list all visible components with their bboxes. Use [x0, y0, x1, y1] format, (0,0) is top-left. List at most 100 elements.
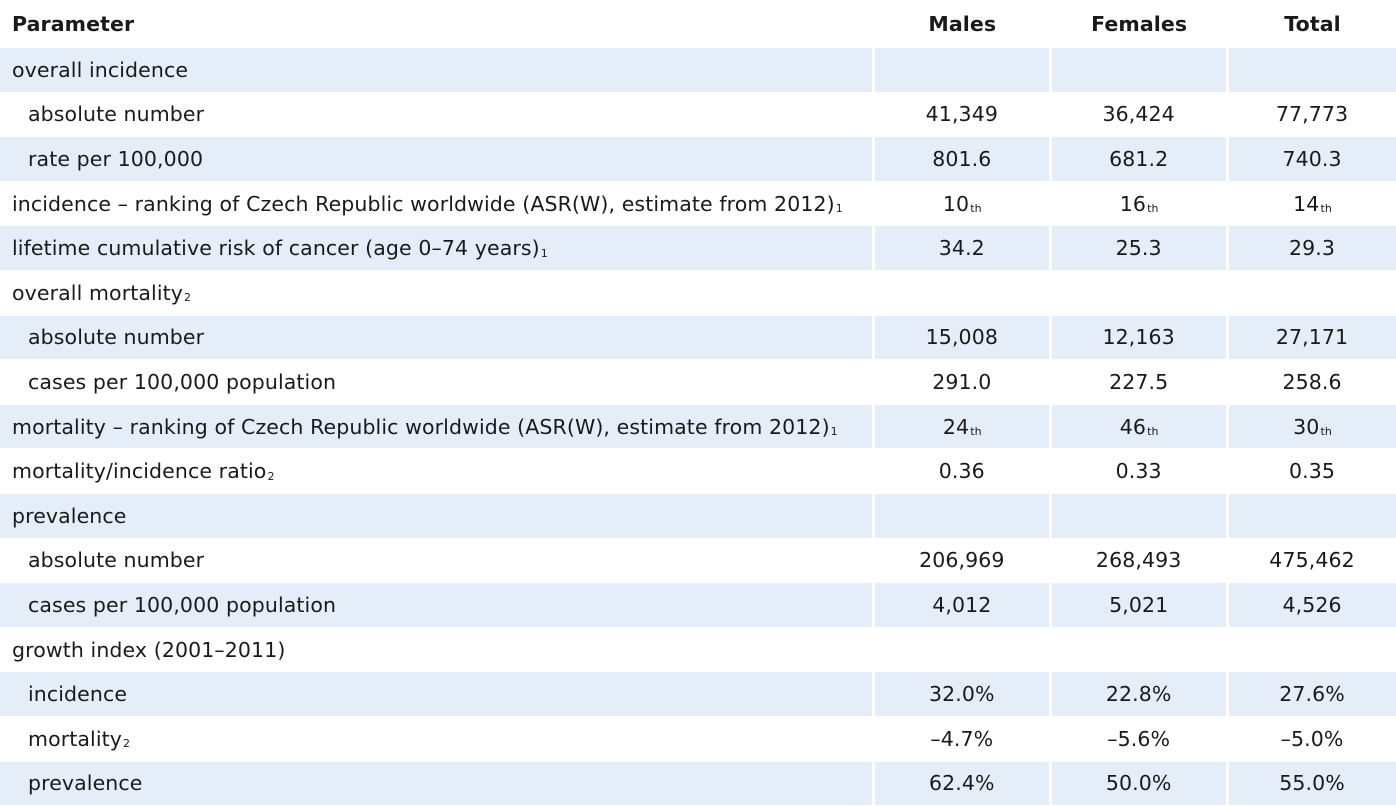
table-header: Parameter Males Females Total: [0, 0, 1396, 47]
cell-parameter: mortality/incidence ratio 2: [0, 449, 872, 493]
cell-parameter-text: absolute number: [28, 102, 205, 127]
cell-males-text: 10: [942, 191, 970, 216]
cell-parameter-text: growth index (2001–2011): [12, 637, 286, 662]
cell-total-sup: th: [1320, 202, 1332, 216]
cell-males-text: 24: [942, 414, 970, 439]
cell-females-text: –5.6%: [1107, 726, 1171, 751]
cell-parameter-text: absolute number: [28, 548, 205, 573]
cell-males: 801.6: [875, 137, 1050, 181]
cell-males-text: 206,969: [919, 548, 1005, 573]
cell-total: 740.3: [1229, 137, 1396, 181]
cell-total: [1229, 48, 1396, 92]
cell-parameter-text: prevalence: [28, 771, 143, 796]
cell-females: 25.3: [1052, 226, 1227, 270]
cell-males-text: –4.7%: [930, 726, 994, 751]
cell-parameter-text: absolute number: [28, 325, 205, 350]
cell-parameter-text: mortality/incidence ratio: [12, 459, 267, 484]
table-row: prevalence 62.4% 50.0% 55.0%: [0, 761, 1396, 806]
cell-parameter-text: cases per 100,000 population: [28, 369, 337, 394]
cell-males-text: 32.0%: [929, 682, 995, 707]
cell-total-text: 27.6%: [1279, 682, 1345, 707]
cell-females-text: 12,163: [1102, 325, 1175, 350]
table-row: overall incidence: [0, 48, 1396, 92]
table-row: rate per 100,000 801.6 681.2 740.3: [0, 137, 1396, 181]
cell-parameter: absolute number: [0, 315, 873, 360]
table-row: cases per 100,000 population 291.0 227.5 25…: [0, 360, 1396, 404]
cell-males: 32.0%: [875, 672, 1050, 716]
header-males: Males: [928, 11, 997, 36]
cell-parameter: mortality – ranking of Czech Republic wo…: [0, 404, 873, 449]
cell-parameter: absolute number: [0, 539, 872, 583]
cell-females: 36,424: [1052, 93, 1226, 137]
table-row: absolute number 206,969 268,493 475,462: [0, 539, 1396, 583]
table-row: absolute number 41,349 36,424 77,773: [0, 93, 1396, 137]
cell-parameter-text: overall incidence: [12, 57, 189, 82]
cell-parameter: mortality 2: [0, 717, 872, 761]
cell-males-text: 291.0: [932, 369, 992, 394]
table-row: incidence 32.0% 22.8% 27.6%: [0, 672, 1396, 716]
cell-parameter-text: cases per 100,000 population: [28, 592, 337, 617]
table-row: growth index (2001–2011): [0, 628, 1396, 672]
cell-parameter-text: incidence – ranking of Czech Republic wo…: [12, 191, 835, 216]
cell-females: 268,493: [1052, 539, 1226, 583]
cell-parameter-text: overall mortality: [12, 280, 183, 305]
cell-females-text: 681.2: [1109, 146, 1169, 171]
cell-males-text: 4,012: [932, 592, 992, 617]
cell-parameter-sup: 2: [123, 737, 131, 751]
cell-total: 27,171: [1229, 315, 1396, 360]
cell-total-text: 77,773: [1275, 102, 1349, 127]
cell-females-text: 227.5: [1109, 369, 1169, 394]
cell-parameter-text: incidence: [28, 682, 128, 707]
cell-parameter-sup: 2: [184, 291, 192, 305]
cell-males: 62.4%: [875, 761, 1050, 806]
cell-females-text: 0.33: [1115, 459, 1162, 484]
cell-total-text: 258.6: [1282, 369, 1342, 394]
header-total: Total: [1284, 11, 1341, 36]
header-females: Females: [1091, 11, 1188, 36]
cell-parameter: cases per 100,000 population: [0, 583, 873, 627]
cell-males: 15,008: [875, 315, 1050, 360]
cell-parameter-sup: 1: [830, 425, 838, 439]
cell-females-text: 36,424: [1102, 102, 1175, 127]
cell-parameter: rate per 100,000: [0, 137, 873, 181]
cell-males-sup: th: [970, 425, 982, 439]
table-body: overall incidence absolute number 41,349 36…: [0, 48, 1396, 806]
cell-parameter-text: lifetime cumulative risk of cancer (age …: [12, 236, 540, 261]
cell-females: [1052, 271, 1226, 315]
cell-females: 681.2: [1052, 137, 1227, 181]
cell-total-text: 740.3: [1282, 146, 1342, 171]
cell-females-text: 5,021: [1109, 592, 1169, 617]
cell-parameter-sup: 1: [835, 202, 843, 216]
cell-females-text: 46: [1119, 414, 1147, 439]
table-row: incidence – ranking of Czech Republic wo…: [0, 182, 1396, 226]
cell-parameter: absolute number: [0, 93, 872, 137]
cell-females: –5.6%: [1052, 717, 1226, 761]
cell-parameter: overall mortality 2: [0, 271, 872, 315]
cell-males-sup: th: [970, 202, 982, 216]
cell-parameter: incidence – ranking of Czech Republic wo…: [0, 182, 872, 226]
header-parameter: Parameter: [12, 11, 135, 36]
cell-males-text: 41,349: [925, 102, 998, 127]
cell-parameter: overall incidence: [0, 48, 873, 92]
cell-females: 12,163: [1052, 315, 1227, 360]
cell-parameter: growth index (2001–2011): [0, 628, 872, 672]
cell-females: [1052, 493, 1227, 538]
cell-males: [875, 493, 1050, 538]
cell-total: 258.6: [1229, 360, 1396, 404]
cell-total-text: 27,171: [1275, 325, 1349, 350]
cell-males-text: 801.6: [932, 146, 992, 171]
cell-total-text: 55.0%: [1279, 771, 1345, 796]
table-row: overall mortality 2: [0, 271, 1396, 315]
cell-females-sup: th: [1147, 202, 1159, 216]
cell-females-text: 25.3: [1115, 236, 1162, 261]
cell-total: 4,526: [1229, 583, 1396, 627]
cell-males: 41,349: [875, 93, 1049, 137]
cell-males-text: 0.36: [938, 459, 985, 484]
cell-males: [875, 271, 1049, 315]
cell-males-text: 62.4%: [929, 771, 995, 796]
table-row: lifetime cumulative risk of cancer (age …: [0, 226, 1396, 270]
